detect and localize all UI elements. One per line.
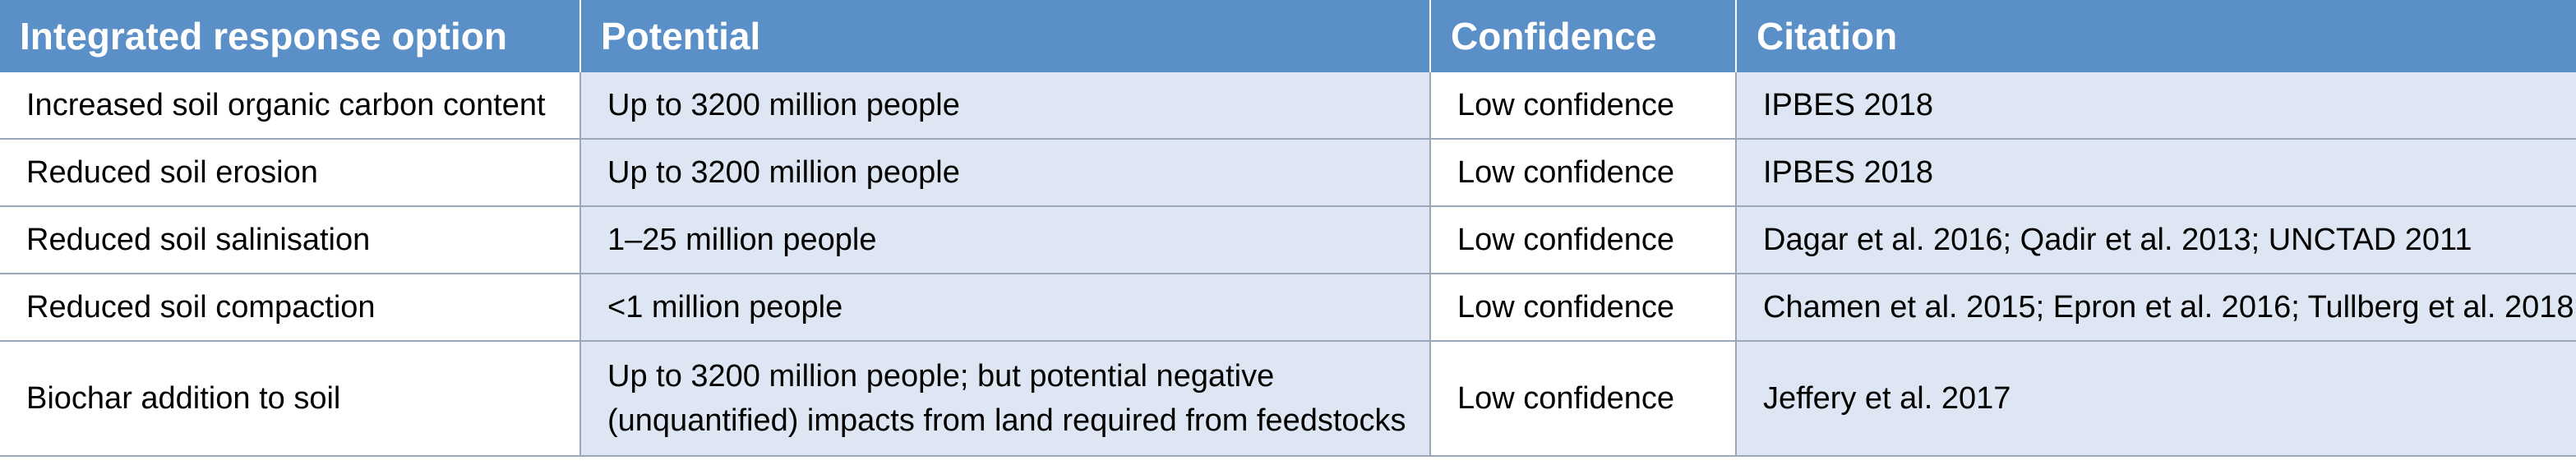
header-potential: Potential [580,0,1431,72]
potential-cell: 1–25 million people [580,206,1431,274]
citation-cell: Chamen et al. 2015; Epron et al. 2016; T… [1736,274,2576,342]
potential-cell: Up to 3200 million people; but potential… [580,341,1431,457]
option-cell: Biochar addition to soil [0,341,581,457]
header-integrated-response-option: Integrated response option [0,0,581,72]
confidence-cell: Low confidence [1430,206,1737,274]
potential-cell: Up to 3200 million people [580,139,1431,207]
header-citation: Citation [1736,0,2576,72]
confidence-cell: Low confidence [1430,341,1737,457]
table-row: Increased soil organic carbon content Up… [0,72,2576,140]
table-row: Reduced soil compaction <1 million peopl… [0,274,2576,342]
table-body: Increased soil organic carbon content Up… [0,72,2576,457]
potential-line: Up to 3200 million people; but potential… [607,359,1275,394]
confidence-cell: Low confidence [1430,274,1737,342]
option-cell: Reduced soil erosion [0,139,581,207]
option-cell: Increased soil organic carbon content [0,72,581,140]
header-row: Integrated response option Potential Con… [0,0,2576,72]
confidence-cell: Low confidence [1430,72,1737,140]
confidence-cell: Low confidence [1430,139,1737,207]
table-row: Reduced soil erosion Up to 3200 million … [0,139,2576,207]
option-cell: Reduced soil compaction [0,274,581,342]
citation-cell: Jeffery et al. 2017 [1736,341,2576,457]
potential-line: (unquantified) impacts from land require… [607,403,1406,438]
table-row: Reduced soil salinisation 1–25 million p… [0,206,2576,274]
citation-cell: Dagar et al. 2016; Qadir et al. 2013; UN… [1736,206,2576,274]
potential-cell: Up to 3200 million people [580,72,1431,140]
table-row: Biochar addition to soil Up to 3200 mill… [0,341,2576,457]
citation-cell: IPBES 2018 [1736,139,2576,207]
table-header: Integrated response option Potential Con… [0,0,2576,72]
potential-cell: <1 million people [580,274,1431,342]
citation-cell: IPBES 2018 [1736,72,2576,140]
option-cell: Reduced soil salinisation [0,206,581,274]
header-confidence: Confidence [1430,0,1737,72]
